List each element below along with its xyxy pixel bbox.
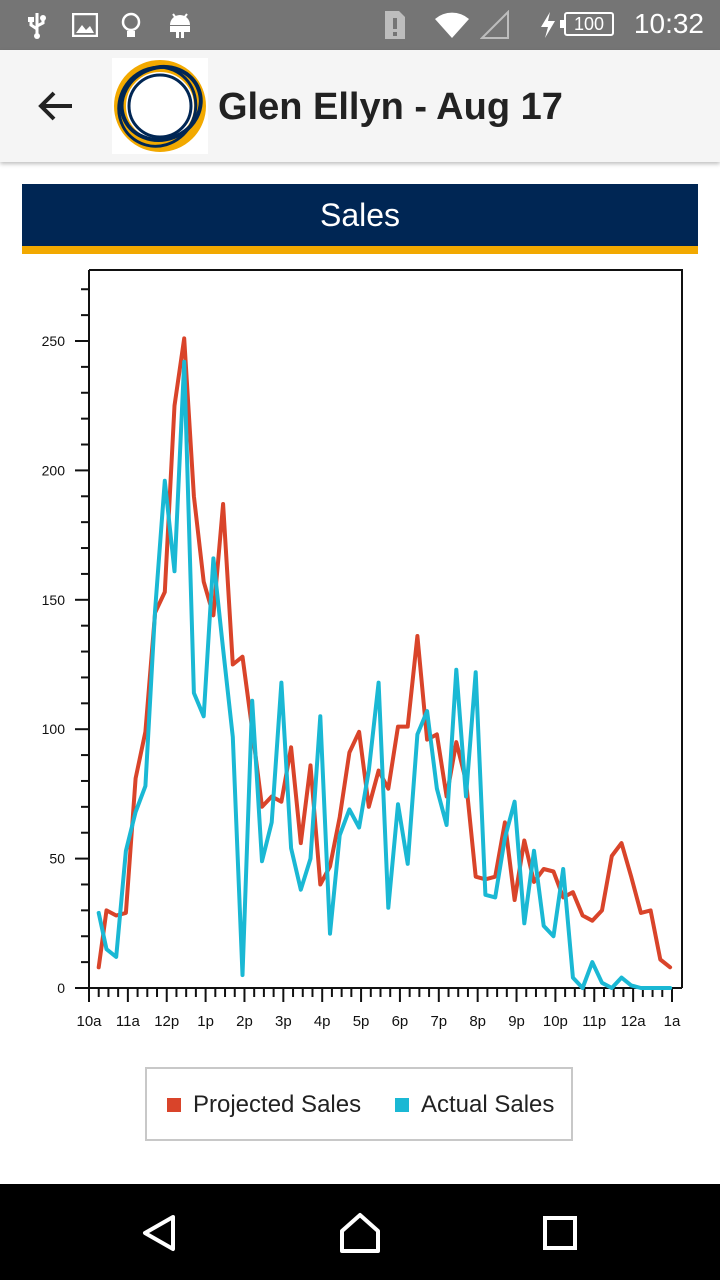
x-tick-label: 5p	[353, 1013, 370, 1030]
x-tick-label: 12p	[154, 1013, 179, 1030]
nav-home-icon[interactable]	[335, 1208, 385, 1258]
legend-swatch-actual	[395, 1098, 409, 1112]
brand-logo-icon	[112, 58, 208, 154]
chart-legend: Projected Sales Actual Sales	[145, 1067, 573, 1141]
y-tick-label: 200	[42, 462, 66, 478]
status-bar: 100 10:32	[0, 0, 720, 50]
wifi-icon	[434, 10, 470, 40]
lightbulb-icon	[116, 10, 146, 40]
signal-icon	[480, 10, 510, 40]
x-tick-label: 1a	[664, 1013, 681, 1030]
battery-icon: 100	[560, 12, 614, 36]
x-tick-label: 7p	[430, 1013, 447, 1030]
arrow-back-icon[interactable]	[30, 80, 82, 132]
x-tick-label: 2p	[236, 1013, 253, 1030]
x-tick-label: 6p	[392, 1013, 409, 1030]
y-tick-label: 150	[42, 592, 66, 608]
y-tick-label: 100	[42, 721, 66, 737]
x-tick-label: 12a	[621, 1013, 647, 1030]
y-tick-label: 0	[57, 980, 65, 996]
plot-frame	[89, 269, 683, 988]
navigation-bar	[0, 1184, 720, 1280]
series-line-actual-sales	[96, 359, 673, 990]
x-tick-label: 3p	[275, 1013, 292, 1030]
legend-item-actual: Actual Sales	[395, 1091, 554, 1119]
nav-back-icon[interactable]	[134, 1208, 184, 1258]
page-title: Glen Ellyn - Aug 17	[218, 86, 563, 128]
x-tick-label: 11p	[582, 1013, 606, 1030]
legend-label-projected: Projected Sales	[193, 1091, 362, 1118]
y-tick-label: 50	[49, 851, 65, 867]
app-bar: Glen Ellyn - Aug 17	[0, 50, 720, 162]
nav-recents-icon[interactable]	[535, 1208, 585, 1258]
y-tick-label: 250	[42, 333, 66, 349]
android-icon	[165, 10, 195, 40]
section-banner: Sales	[22, 184, 698, 254]
sales-line-chart: 0 50 100 150 200 250 10a 11a 12p 1p 2p 3p 4p 5p 6p 7p 8p…	[42, 269, 683, 1030]
legend-swatch-projected	[167, 1098, 181, 1112]
x-tick-label: 1p	[197, 1013, 214, 1030]
x-tick-label: 10p	[543, 1013, 568, 1030]
image-icon	[70, 10, 100, 40]
usb-icon	[22, 10, 52, 40]
x-tick-label: 11a	[116, 1013, 141, 1030]
sim-alert-icon	[380, 10, 410, 40]
x-tick-label: 9p	[508, 1013, 525, 1030]
legend-label-actual: Actual Sales	[421, 1091, 555, 1118]
x-tick-label: 10a	[76, 1013, 102, 1030]
clock: 10:32	[633, 8, 704, 39]
charging-icon	[536, 10, 560, 40]
x-tick-label: 4p	[314, 1013, 331, 1030]
x-tick-label: 8p	[469, 1013, 486, 1030]
legend-item-projected: Projected Sales	[167, 1091, 361, 1119]
